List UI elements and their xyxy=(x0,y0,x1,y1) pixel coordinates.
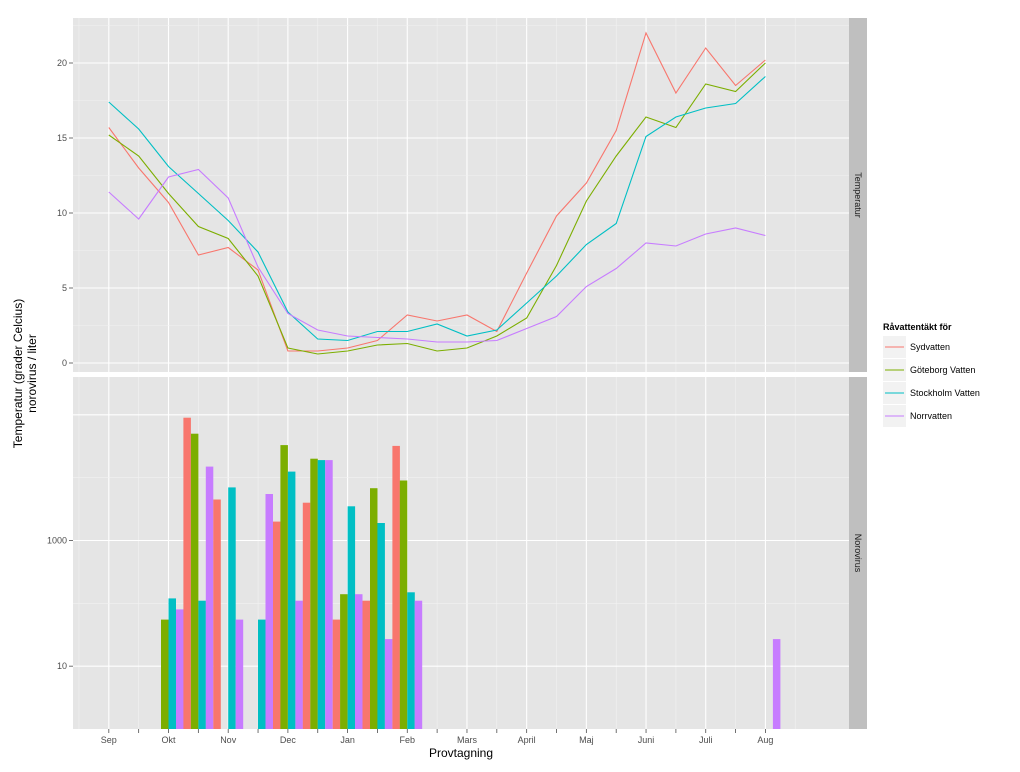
legend-label-sydvatten: Sydvatten xyxy=(910,342,950,352)
x-tick-label: Aug xyxy=(757,735,773,745)
strip-label-norovirus: Norovirus xyxy=(853,534,863,573)
temperature-panel: 0 5 10 15 20 xyxy=(57,18,867,372)
bar-stockholm-vatten xyxy=(168,598,176,729)
bar-norrvatten xyxy=(205,466,214,729)
line-goteborg-vatten xyxy=(108,62,766,355)
bar-norrvatten xyxy=(772,639,781,729)
norovirus-panel: 10 1000 xyxy=(47,377,867,729)
bar-stockholm-vatten xyxy=(258,619,266,729)
bar-norrvatten xyxy=(325,460,333,729)
bar-norrvatten xyxy=(355,594,363,729)
x-tick-label: Juni xyxy=(638,735,655,745)
x-tick-label: Maj xyxy=(579,735,594,745)
x-axis: Sep Okt Nov Dec Jan Feb Mars April Maj Juni Juli Au… xyxy=(101,729,773,745)
bar-sydvatten xyxy=(332,619,341,729)
bar-norrvatten xyxy=(265,494,273,729)
line-sydvatten xyxy=(108,31,766,352)
legend-label-stockholm-vatten: Stockholm Vatten xyxy=(910,388,980,398)
bar-sydvatten xyxy=(392,445,400,729)
y-tick-label: 5 xyxy=(62,283,67,293)
bar-stockholm-vatten xyxy=(228,487,236,729)
x-tick-label: Sep xyxy=(101,735,117,745)
y-tick-label: 15 xyxy=(57,133,67,143)
y-tick-label: 10 xyxy=(57,208,67,218)
strip-norovirus xyxy=(849,377,867,729)
bar-stockholm-vatten xyxy=(287,471,296,729)
x-tick-label: Mars xyxy=(457,735,477,745)
legend-label-norrvatten: Norrvatten xyxy=(910,411,952,421)
bar-sydvatten xyxy=(213,499,221,729)
bar-goteborg-vatten xyxy=(399,480,408,729)
legend: Råvattentäkt för Sydvatten Göteborg Vatte… xyxy=(883,322,980,427)
bar-goteborg-vatten xyxy=(161,619,169,729)
y-tick-label: 20 xyxy=(57,58,67,68)
bar-stockholm-vatten xyxy=(407,592,415,729)
y-axis-title-line-1: Temperatur (grader Celcius) xyxy=(11,299,25,448)
x-tick-label: Jan xyxy=(340,735,355,745)
bar-stockholm-vatten xyxy=(347,506,356,729)
panel-background-temperature xyxy=(73,18,849,372)
bar-sydvatten xyxy=(273,521,281,729)
x-tick-label: Juli xyxy=(699,735,713,745)
y-tick-label: 1000 xyxy=(47,535,67,545)
x-tick-label: April xyxy=(518,735,536,745)
bar-goteborg-vatten xyxy=(190,433,199,729)
bar-goteborg-vatten xyxy=(370,488,378,729)
bar-stockholm-vatten xyxy=(198,600,206,729)
x-tick-label: Okt xyxy=(161,735,176,745)
bar-goteborg-vatten xyxy=(280,445,288,729)
bar-norrvatten xyxy=(384,639,393,729)
y-tick-label: 0 xyxy=(62,358,67,368)
bar-goteborg-vatten xyxy=(340,594,348,729)
bar-norrvatten xyxy=(414,600,423,729)
bar-sydvatten xyxy=(362,600,370,729)
line-norrvatten xyxy=(108,168,766,343)
bar-norrvatten xyxy=(235,619,244,729)
x-axis-title: Provtagning xyxy=(429,746,493,760)
y-tick-label: 10 xyxy=(57,661,67,671)
strip-label-temperature: Temperatur xyxy=(853,172,863,218)
bar-goteborg-vatten xyxy=(310,458,318,729)
x-tick-label: Feb xyxy=(400,735,416,745)
bar-sydvatten xyxy=(302,502,311,729)
bar-norrvatten xyxy=(176,609,184,729)
legend-title: Råvattentäkt för xyxy=(883,322,952,332)
bar-stockholm-vatten xyxy=(317,460,326,729)
bar-sydvatten xyxy=(183,417,191,729)
line-stockholm-vatten xyxy=(108,76,766,342)
bar-norrvatten xyxy=(295,600,303,729)
legend-label-goteborg-vatten: Göteborg Vatten xyxy=(910,365,975,375)
y-axis-title-line-2: norovirus / liter xyxy=(25,334,39,413)
x-tick-label: Nov xyxy=(220,735,237,745)
x-tick-label: Dec xyxy=(280,735,297,745)
strip-temperature xyxy=(849,18,867,372)
bar-stockholm-vatten xyxy=(377,523,385,729)
